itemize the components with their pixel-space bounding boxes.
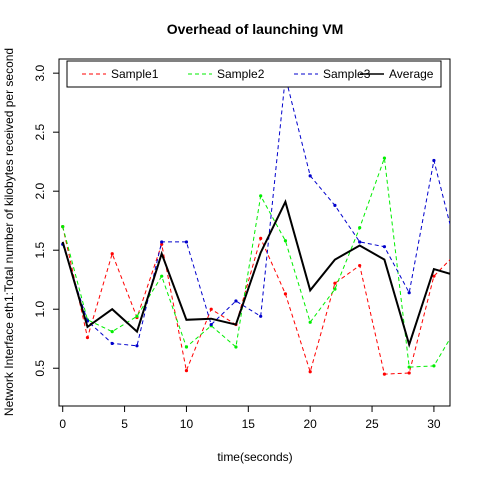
- data-point-sample1: [160, 242, 164, 246]
- data-point-sample2: [160, 274, 164, 278]
- data-point-sample1: [110, 252, 114, 256]
- y-tick-label: 0.5: [33, 360, 47, 377]
- data-point-sample2: [135, 314, 139, 318]
- legend-label-sample1: Sample1: [111, 67, 159, 81]
- legend-label-average: Average: [389, 67, 434, 81]
- data-point-sample3: [160, 240, 164, 244]
- y-axis-label: Network Interface eth1:Total number of k…: [2, 48, 16, 416]
- data-point-sample1: [283, 292, 288, 296]
- y-axis: 0.5 1.0 1.5 2.0 2.5 3.0: [33, 64, 59, 377]
- y-tick-label: 1.5: [33, 242, 47, 259]
- data-point-sample3: [407, 291, 411, 295]
- x-tick-label: 25: [365, 417, 379, 431]
- data-point-sample3: [209, 322, 213, 327]
- x-axis-label: time(seconds): [217, 450, 292, 464]
- x-axis: 0 5 10 15 20 25 30: [59, 406, 441, 431]
- data-point-sample1: [358, 263, 362, 268]
- x-tick-label: 10: [180, 417, 194, 431]
- x-tick-label: 20: [304, 417, 318, 431]
- data-point-sample2: [358, 226, 362, 230]
- x-tick-label: 5: [121, 417, 128, 431]
- y-tick-label: 2.5: [33, 124, 47, 141]
- legend-label-sample2: Sample2: [217, 67, 265, 81]
- data-point-sample2: [432, 364, 436, 368]
- data-point-sample3: [382, 245, 387, 249]
- x-tick-label: 0: [59, 417, 66, 431]
- data-point-sample2: [110, 330, 114, 334]
- data-point-sample2: [259, 194, 263, 198]
- plot-area: [58, 58, 451, 407]
- data-point-sample3: [259, 314, 263, 318]
- data-point-sample1: [259, 236, 263, 241]
- data-point-sample2: [308, 320, 312, 324]
- plot-frame: [58, 58, 451, 407]
- data-point-sample3: [358, 240, 362, 244]
- series-layer: [61, 75, 450, 376]
- data-point-sample3: [333, 203, 337, 207]
- y-tick-label: 2.0: [33, 183, 47, 200]
- data-point-sample2: [407, 365, 411, 369]
- data-point-sample2: [234, 345, 238, 349]
- chart-title: Overhead of launching VM: [167, 21, 344, 37]
- data-point-sample2: [184, 345, 189, 349]
- data-point-sample1: [209, 307, 213, 311]
- data-point-sample3: [110, 341, 114, 346]
- data-point-sample2: [333, 287, 337, 291]
- data-point-sample3: [135, 344, 139, 348]
- data-point-sample1: [333, 281, 337, 285]
- y-tick-label: 3.0: [33, 64, 47, 81]
- data-point-sample3: [234, 299, 238, 303]
- data-point-sample1: [382, 372, 387, 376]
- data-point-sample2: [382, 156, 387, 160]
- x-tick-label: 15: [242, 417, 256, 431]
- data-point-sample2: [283, 239, 288, 243]
- series-line-average: [61, 198, 450, 348]
- data-point-sample3: [308, 174, 312, 178]
- legend: Sample1 Sample2 Sample3 Average: [66, 60, 442, 88]
- data-point-sample2: [61, 224, 65, 229]
- data-point-sample1: [407, 371, 411, 375]
- data-point-sample1: [184, 368, 189, 373]
- data-point-sample3: [432, 158, 436, 163]
- data-point-sample1: [308, 370, 312, 374]
- data-point-sample3: [184, 240, 189, 244]
- data-point-sample1: [85, 335, 90, 340]
- data-point-sample1: [432, 274, 436, 278]
- y-tick-label: 1.0: [33, 301, 47, 318]
- legend-label-sample3: Sample3: [323, 67, 371, 81]
- x-tick-label: 30: [427, 417, 441, 431]
